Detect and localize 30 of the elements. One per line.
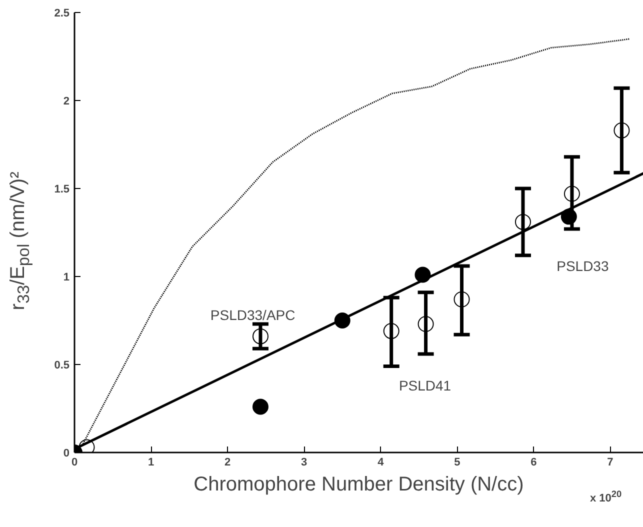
point [560,208,577,225]
x-tick-label: 7 [607,456,614,468]
x-tick-label: 4 [378,456,385,468]
x-tick-label: 3 [301,456,308,468]
x-tick-label: 6 [530,456,537,468]
x-tick-label: 1 [148,456,154,468]
y-tick-label: 1 [63,272,70,284]
y-tick-label: 0.5 [54,360,70,372]
point [252,398,268,415]
annotation: PSLD33/APC [210,307,296,324]
point [514,214,531,230]
annotation: PSLD33 [556,258,609,274]
x-tick-label: 2 [224,456,231,468]
point [252,328,268,344]
point [564,186,580,202]
x-tick-label: 0 [71,456,78,468]
x-tick-label: 5 [454,456,460,468]
text: x 10$^{20}$ [590,488,622,507]
y-tick-label: 1.5 [54,184,70,196]
x-axis-title: Chromophore Number Density (N/cc) [194,474,524,496]
point [383,323,400,340]
point [334,312,350,328]
point [414,266,431,283]
point [418,316,434,332]
y-tick-label: 2.5 [54,8,70,20]
y-tick-label: 2 [63,96,70,108]
y-tick-label: 0 [63,448,70,460]
point [614,122,630,138]
point [454,291,470,308]
annotation: PSLD41 [398,378,452,394]
